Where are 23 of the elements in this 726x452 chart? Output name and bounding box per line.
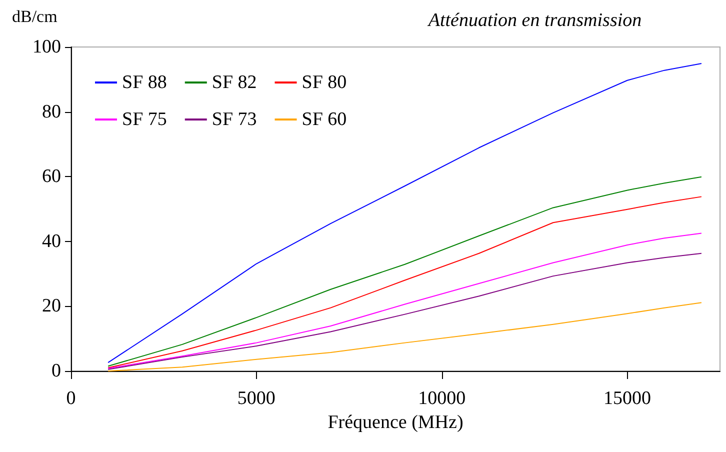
legend-label: SF 80 xyxy=(302,72,347,93)
line-series xyxy=(108,63,702,364)
legend-label: SF 88 xyxy=(122,72,167,93)
x-tick-label: 0 xyxy=(66,388,76,409)
x-axis-title: Fréquence (MHz) xyxy=(328,412,464,433)
y-tick-label: 40 xyxy=(42,230,61,252)
y-tick-label: 80 xyxy=(42,101,61,122)
line-series xyxy=(108,232,702,369)
y-tick-label: 60 xyxy=(42,166,61,188)
x-tick-label: 5000 xyxy=(237,388,276,409)
legend-label: SF 73 xyxy=(212,109,257,130)
y-tick-label: 20 xyxy=(42,296,61,317)
y-axis-title: dB/cm xyxy=(12,7,58,26)
legend-label: SF 82 xyxy=(212,72,257,93)
x-tick-label: 10000 xyxy=(418,388,466,409)
x-tick-label: 15000 xyxy=(604,388,652,409)
chart-title: Atténuation en transmission xyxy=(426,10,642,31)
legend-label: SF 60 xyxy=(302,109,347,130)
line-series xyxy=(108,252,702,370)
legend-label: SF 75 xyxy=(122,109,167,130)
line-series xyxy=(108,302,702,372)
y-tick-label: 0 xyxy=(52,360,61,382)
y-tick-label: 100 xyxy=(32,36,61,58)
